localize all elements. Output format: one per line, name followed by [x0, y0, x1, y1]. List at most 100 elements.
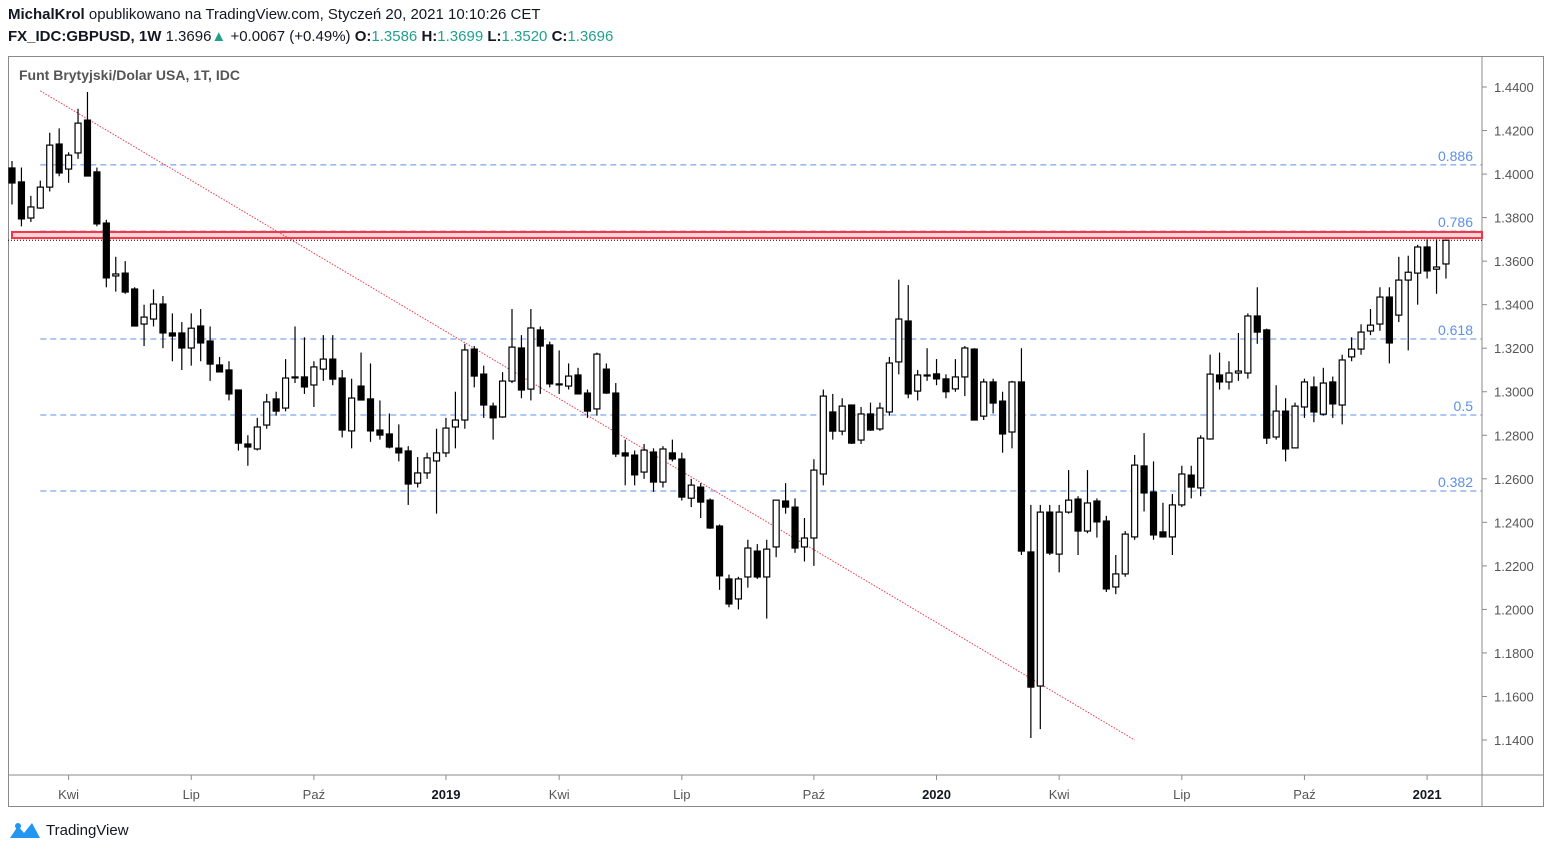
candle-down	[102, 222, 110, 279]
candle-down	[631, 454, 639, 476]
candle-up	[1244, 315, 1252, 374]
candle-down	[178, 332, 186, 349]
close-value: 1.3696	[567, 28, 614, 45]
price-tick-label: 1.4400	[1494, 80, 1534, 95]
time-tick-label: Paź	[1293, 787, 1315, 802]
candle-up	[951, 376, 960, 390]
low-value: 1.3520	[501, 28, 548, 45]
candle-down	[131, 288, 139, 327]
candle-down	[829, 411, 837, 432]
candle-down	[395, 447, 403, 454]
candle-down	[904, 320, 912, 395]
price-tick-label: 1.3600	[1494, 254, 1534, 269]
price-tick-label: 1.1800	[1494, 646, 1534, 661]
candle-down	[866, 413, 875, 431]
candle-down	[1102, 520, 1110, 590]
candle-up	[36, 186, 44, 209]
candle-down	[1159, 531, 1167, 538]
high-label: H:	[421, 28, 438, 45]
publish-text: opublikowano na TradingView.com, Styczeń…	[88, 6, 541, 23]
candle-down	[93, 171, 101, 225]
candle-down	[1140, 465, 1148, 494]
candle-down	[8, 167, 16, 184]
candle-up	[253, 426, 261, 450]
candle-down	[970, 348, 978, 421]
price-change: +0.0067 (+0.49%)	[230, 28, 351, 45]
candle-down	[1093, 500, 1101, 523]
candle-up	[432, 452, 441, 462]
candle-down	[1149, 491, 1158, 536]
candle-down	[706, 499, 714, 529]
candle-up	[27, 206, 35, 219]
candle-down	[17, 181, 26, 220]
candle-up	[1008, 381, 1016, 433]
time-tick-label: Kwi	[1049, 787, 1070, 802]
low-label: L:	[487, 28, 502, 45]
candle-down	[168, 332, 176, 337]
candle-down	[489, 405, 497, 419]
candle-up	[498, 380, 507, 418]
open-label: O:	[354, 28, 372, 45]
candle-down	[159, 303, 167, 334]
candle-down	[791, 506, 799, 549]
candle-down	[848, 404, 856, 444]
candle-down	[244, 443, 252, 448]
brand-name: TradingView	[46, 821, 129, 839]
candle-up	[1197, 437, 1205, 489]
candle-down	[121, 272, 129, 293]
fib-level-label: 0.618	[1438, 322, 1473, 338]
candle-up	[895, 318, 903, 363]
price-tick-label: 1.1400	[1494, 733, 1534, 748]
candle-down	[753, 550, 761, 578]
candle-up	[527, 327, 535, 390]
candle-up	[1366, 324, 1375, 332]
candle-up	[857, 413, 865, 441]
time-tick-label: 2020	[922, 787, 951, 802]
price-tick-label: 1.2000	[1494, 602, 1534, 617]
candle-up	[1348, 348, 1356, 358]
candle-up	[140, 316, 148, 325]
candle-up	[291, 376, 299, 379]
close-label: C:	[551, 28, 568, 45]
time-tick-label: 2019	[432, 787, 461, 802]
price-tick-label: 1.3800	[1494, 211, 1534, 226]
candle-down	[470, 348, 478, 377]
candle-down	[366, 398, 375, 432]
price-tick-label: 1.2200	[1494, 559, 1534, 574]
price-tick-label: 1.3400	[1494, 298, 1534, 313]
candle-down	[234, 389, 243, 444]
time-tick-label: Paź	[303, 787, 325, 802]
candle-up	[74, 122, 82, 154]
fib-level-label: 0.5	[1454, 398, 1474, 414]
candle-up	[1338, 359, 1346, 406]
candle-up	[423, 457, 431, 474]
candle-down	[583, 392, 592, 412]
candle-up	[281, 377, 290, 409]
candle-up	[1036, 511, 1044, 687]
author-name[interactable]: MichalKrol	[8, 6, 85, 23]
price-tick-label: 1.2400	[1494, 515, 1534, 530]
tradingview-logo[interactable]: TradingView	[8, 820, 129, 840]
candle-down	[546, 344, 554, 385]
candle-up	[149, 303, 158, 320]
candle-up	[687, 484, 695, 499]
candle-up	[1300, 381, 1309, 408]
candle-up	[640, 449, 648, 473]
candle-down	[385, 433, 393, 448]
candle-up	[1272, 410, 1280, 438]
candle-up	[1225, 372, 1233, 383]
candle-up	[914, 374, 922, 392]
candle-up	[508, 346, 516, 382]
candle-down	[1187, 474, 1195, 488]
candle-up	[659, 448, 667, 483]
candle-up	[923, 374, 931, 377]
candle-up	[1432, 266, 1441, 270]
candle-up	[1404, 271, 1412, 281]
candle-up	[187, 327, 195, 349]
candle-up	[46, 144, 54, 188]
candle-down	[55, 143, 63, 174]
candle-down	[1046, 511, 1054, 554]
candle-up	[885, 362, 893, 413]
candle-down	[621, 452, 629, 457]
